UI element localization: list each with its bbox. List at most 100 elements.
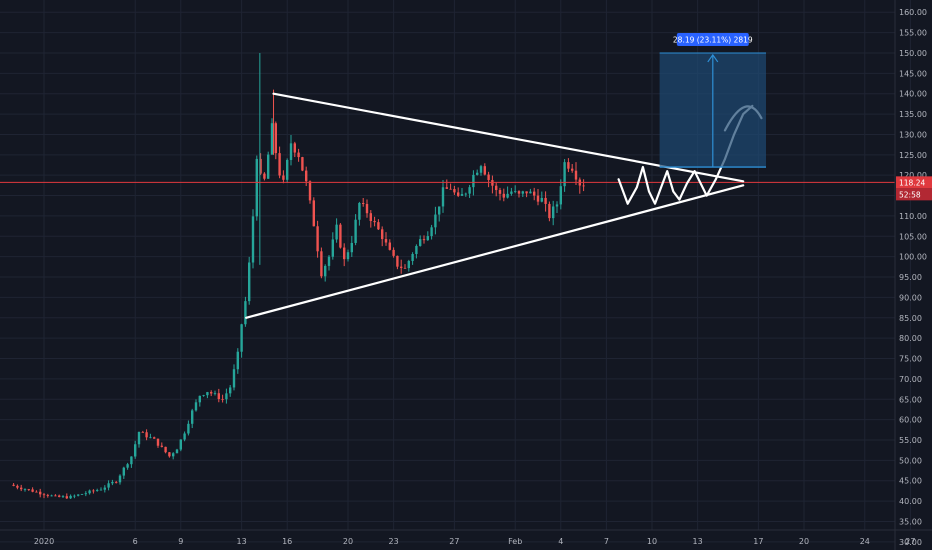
candle-body [289, 143, 293, 160]
candle-body [335, 224, 338, 240]
x-tick-label: 4 [558, 537, 563, 546]
candle-body [259, 158, 262, 174]
candle-body [263, 173, 266, 179]
candle-body [111, 481, 114, 484]
target-label: 28.19 (23.11%) 2819 [673, 35, 753, 44]
x-tick-label: 7 [604, 537, 609, 546]
chart-drawings[interactable]: 28.19 (23.11%) 2819 [0, 32, 895, 319]
candle-body [350, 242, 353, 253]
candle-body [453, 189, 456, 193]
y-tick-label: 35.00 [899, 517, 922, 526]
candle-body [362, 202, 365, 204]
candle-body [312, 200, 315, 227]
candle-body [582, 185, 585, 187]
candle-body [236, 351, 239, 370]
y-tick-label: 75.00 [899, 355, 922, 364]
y-tick-label: 85.00 [899, 314, 922, 323]
candle-body [540, 197, 543, 202]
candle-body [118, 475, 122, 483]
candle-body [172, 453, 175, 457]
candle-body [552, 206, 555, 219]
candle-body [472, 174, 475, 188]
candle-body [96, 490, 99, 491]
candle-body [206, 392, 209, 396]
candlestick-series [12, 52, 585, 500]
candle-body [324, 265, 327, 277]
candle-body [487, 174, 490, 181]
x-tick-label: 13 [693, 537, 703, 546]
y-tick-label: 95.00 [899, 273, 922, 282]
candle-body [160, 445, 163, 447]
candle-body [468, 187, 471, 194]
candle-body [20, 487, 23, 490]
x-tick-label: 10 [647, 537, 657, 546]
y-tick-label: 125.00 [899, 151, 927, 160]
candle-body [255, 158, 258, 217]
candle-body [308, 181, 312, 201]
candle-body [27, 489, 30, 490]
candle-body [141, 431, 144, 433]
candle-body [16, 485, 19, 488]
y-tick-label: 50.00 [899, 456, 922, 465]
candle-body [168, 452, 171, 457]
candle-body [449, 188, 452, 190]
candle-body [46, 495, 49, 496]
candle-body [58, 495, 61, 497]
time-axis[interactable]: 2020 6 9 13 16 20 23 27 Feb 4 7 10 13 17 20 24 27 [0, 529, 932, 546]
x-tick-label: 6 [133, 537, 138, 546]
candle-body [343, 247, 346, 260]
candle-body [80, 494, 84, 495]
current-price-badge [896, 176, 932, 189]
candle-body [430, 227, 433, 237]
x-tick-label: 17 [753, 537, 763, 546]
candle-body [320, 251, 323, 277]
candle-body [407, 261, 410, 269]
candle-body [346, 252, 350, 260]
x-tick-label: 9 [178, 537, 183, 546]
candle-body [137, 431, 141, 445]
y-tick-label: 110.00 [899, 212, 927, 221]
target-arrow-head [707, 53, 719, 63]
candle-body [274, 123, 277, 154]
candle-body [544, 197, 547, 204]
candle-body [69, 495, 72, 499]
x-tick-label: 27 [449, 537, 459, 546]
y-tick-label: 80.00 [899, 334, 922, 343]
candle-body [529, 191, 532, 194]
y-tick-label: 55.00 [899, 436, 922, 445]
candle-body [316, 226, 319, 252]
candle-body [65, 496, 68, 499]
candle-body [77, 494, 80, 496]
candle-body [217, 393, 220, 400]
y-tick-label: 150.00 [899, 49, 927, 58]
price-axis[interactable]: 160.00 155.00 150.00 145.00 140.00 135.00 130.… [894, 0, 932, 550]
chart-grid [0, 0, 911, 543]
candle-body [411, 254, 414, 262]
candle-body [270, 123, 274, 155]
candle-body [232, 369, 236, 388]
candle-body [426, 236, 429, 241]
candle-body [381, 229, 384, 240]
candle-body [54, 495, 57, 497]
x-tick-label: 13 [237, 537, 247, 546]
x-tick-label: 20 [343, 537, 353, 546]
candle-body [191, 410, 194, 424]
candle-body [145, 432, 148, 438]
x-tick-label: 23 [389, 537, 399, 546]
candle-body [50, 495, 53, 497]
candle-body [476, 172, 479, 175]
candle-body [99, 489, 103, 491]
candle-body [187, 423, 190, 434]
candle-body [548, 203, 551, 219]
y-tick-label: 40.00 [899, 497, 922, 506]
candle-body [479, 166, 483, 173]
candle-body [194, 402, 198, 411]
candle-body [445, 187, 448, 189]
candle-body [183, 433, 186, 440]
candle-body [502, 193, 505, 198]
candle-body [153, 437, 156, 439]
candle-body [384, 239, 388, 243]
candle-body [327, 256, 331, 266]
y-tick-label: 135.00 [899, 110, 927, 119]
